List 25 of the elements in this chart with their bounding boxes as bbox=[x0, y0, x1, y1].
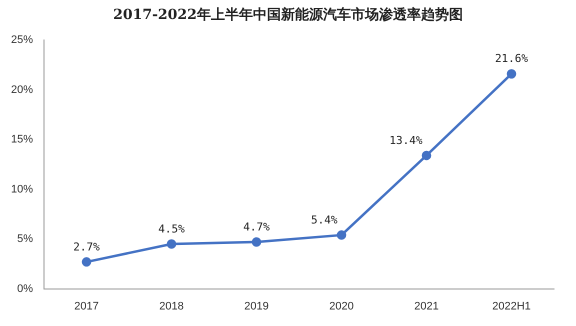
point bbox=[166, 239, 176, 249]
y-tick-label: 10% bbox=[10, 183, 34, 196]
y-tick-label: 25% bbox=[10, 34, 34, 46]
data-label: 2.7% bbox=[73, 240, 100, 254]
data-label: 4.7% bbox=[243, 220, 270, 234]
point bbox=[422, 150, 432, 160]
y-tick-label: 15% bbox=[10, 134, 34, 146]
y-tick-label: 20% bbox=[10, 84, 34, 96]
x-tick-label: 2022H1 bbox=[492, 300, 531, 312]
y-tick-label: 5% bbox=[17, 233, 34, 246]
data-label: 13.4% bbox=[389, 134, 423, 147]
point bbox=[82, 257, 92, 267]
x-tick-label: 2020 bbox=[329, 300, 354, 312]
x-tick-label: 2018 bbox=[159, 300, 184, 312]
x-tick-label: 2017 bbox=[74, 300, 99, 312]
point bbox=[252, 237, 262, 247]
point bbox=[336, 230, 346, 240]
point bbox=[506, 69, 516, 79]
data-label: 5.4% bbox=[311, 213, 338, 226]
x-tick-label: 2021 bbox=[414, 300, 439, 312]
x-tick-label: 2019 bbox=[244, 300, 269, 312]
data-label: 21.6% bbox=[494, 52, 528, 66]
chart-title: 2017-2022年上半年中国新能源汽车市场渗透率趋势图 bbox=[112, 6, 464, 24]
data-label: 4.5% bbox=[158, 222, 186, 236]
y-tick-label: 0% bbox=[17, 282, 34, 295]
